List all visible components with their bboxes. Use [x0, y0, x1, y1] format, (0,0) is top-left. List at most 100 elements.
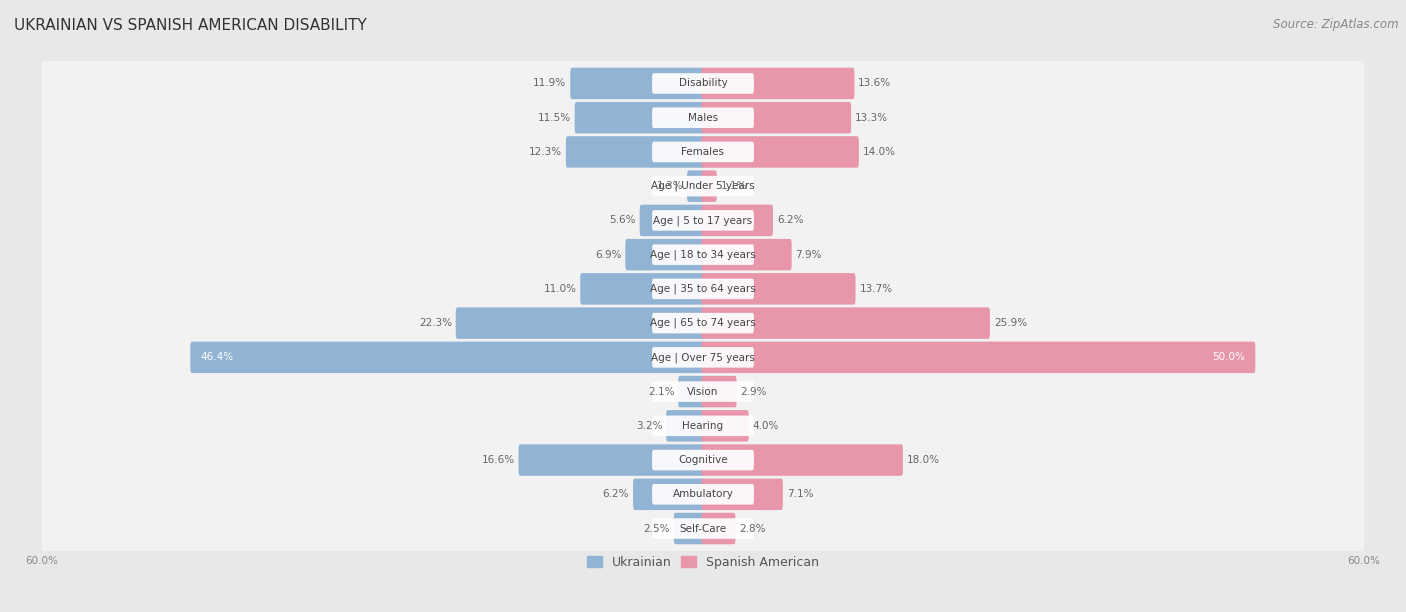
- FancyBboxPatch shape: [702, 479, 783, 510]
- Text: 1.1%: 1.1%: [721, 181, 747, 191]
- FancyBboxPatch shape: [456, 307, 704, 339]
- FancyBboxPatch shape: [652, 244, 754, 265]
- FancyBboxPatch shape: [652, 347, 754, 368]
- FancyBboxPatch shape: [702, 239, 792, 271]
- Text: 2.1%: 2.1%: [648, 387, 675, 397]
- Text: 1.3%: 1.3%: [657, 181, 683, 191]
- FancyBboxPatch shape: [702, 444, 903, 476]
- FancyBboxPatch shape: [39, 365, 1367, 417]
- FancyBboxPatch shape: [652, 141, 754, 162]
- FancyBboxPatch shape: [575, 102, 704, 133]
- Text: 6.2%: 6.2%: [603, 490, 630, 499]
- FancyBboxPatch shape: [571, 68, 704, 99]
- Text: 6.2%: 6.2%: [776, 215, 803, 225]
- FancyBboxPatch shape: [702, 410, 749, 442]
- FancyBboxPatch shape: [702, 376, 737, 408]
- Text: 12.3%: 12.3%: [529, 147, 562, 157]
- Text: Disability: Disability: [679, 78, 727, 89]
- Text: 16.6%: 16.6%: [481, 455, 515, 465]
- FancyBboxPatch shape: [39, 92, 1367, 144]
- FancyBboxPatch shape: [702, 136, 859, 168]
- FancyBboxPatch shape: [673, 513, 704, 544]
- Text: 2.9%: 2.9%: [741, 387, 766, 397]
- FancyBboxPatch shape: [640, 204, 704, 236]
- FancyBboxPatch shape: [652, 313, 754, 334]
- FancyBboxPatch shape: [652, 278, 754, 299]
- Legend: Ukrainian, Spanish American: Ukrainian, Spanish American: [582, 551, 824, 574]
- FancyBboxPatch shape: [39, 160, 1367, 212]
- Text: Age | 65 to 74 years: Age | 65 to 74 years: [650, 318, 756, 329]
- FancyBboxPatch shape: [702, 513, 735, 544]
- FancyBboxPatch shape: [39, 468, 1367, 520]
- FancyBboxPatch shape: [39, 229, 1367, 281]
- FancyBboxPatch shape: [702, 170, 717, 202]
- Text: 11.5%: 11.5%: [537, 113, 571, 122]
- FancyBboxPatch shape: [519, 444, 704, 476]
- FancyBboxPatch shape: [190, 341, 704, 373]
- Text: Age | Under 5 years: Age | Under 5 years: [651, 181, 755, 192]
- FancyBboxPatch shape: [652, 210, 754, 231]
- FancyBboxPatch shape: [652, 484, 754, 504]
- FancyBboxPatch shape: [702, 307, 990, 339]
- FancyBboxPatch shape: [39, 58, 1367, 110]
- FancyBboxPatch shape: [652, 176, 754, 196]
- Text: 14.0%: 14.0%: [863, 147, 896, 157]
- Text: 13.7%: 13.7%: [859, 284, 893, 294]
- FancyBboxPatch shape: [702, 341, 1256, 373]
- FancyBboxPatch shape: [688, 170, 704, 202]
- Text: 5.6%: 5.6%: [609, 215, 636, 225]
- Text: Self-Care: Self-Care: [679, 523, 727, 534]
- FancyBboxPatch shape: [652, 518, 754, 539]
- Text: 2.8%: 2.8%: [740, 523, 766, 534]
- FancyBboxPatch shape: [565, 136, 704, 168]
- FancyBboxPatch shape: [702, 204, 773, 236]
- FancyBboxPatch shape: [652, 73, 754, 94]
- FancyBboxPatch shape: [652, 450, 754, 471]
- Text: 6.9%: 6.9%: [595, 250, 621, 259]
- Text: Age | Over 75 years: Age | Over 75 years: [651, 352, 755, 362]
- Text: Source: ZipAtlas.com: Source: ZipAtlas.com: [1274, 18, 1399, 31]
- Text: Age | 18 to 34 years: Age | 18 to 34 years: [650, 250, 756, 260]
- FancyBboxPatch shape: [652, 381, 754, 402]
- Text: Males: Males: [688, 113, 718, 122]
- FancyBboxPatch shape: [666, 410, 704, 442]
- Text: Hearing: Hearing: [682, 421, 724, 431]
- Text: Ambulatory: Ambulatory: [672, 490, 734, 499]
- FancyBboxPatch shape: [652, 108, 754, 128]
- Text: Age | 5 to 17 years: Age | 5 to 17 years: [654, 215, 752, 226]
- Text: Cognitive: Cognitive: [678, 455, 728, 465]
- FancyBboxPatch shape: [626, 239, 704, 271]
- Text: 46.4%: 46.4%: [201, 353, 233, 362]
- Text: Females: Females: [682, 147, 724, 157]
- Text: 11.9%: 11.9%: [533, 78, 567, 89]
- FancyBboxPatch shape: [652, 416, 754, 436]
- Text: Age | 35 to 64 years: Age | 35 to 64 years: [650, 283, 756, 294]
- FancyBboxPatch shape: [39, 263, 1367, 315]
- FancyBboxPatch shape: [39, 297, 1367, 349]
- FancyBboxPatch shape: [39, 400, 1367, 452]
- FancyBboxPatch shape: [39, 434, 1367, 486]
- Text: UKRAINIAN VS SPANISH AMERICAN DISABILITY: UKRAINIAN VS SPANISH AMERICAN DISABILITY: [14, 18, 367, 34]
- FancyBboxPatch shape: [678, 376, 704, 408]
- Text: 2.5%: 2.5%: [644, 523, 669, 534]
- Text: 50.0%: 50.0%: [1212, 353, 1244, 362]
- FancyBboxPatch shape: [39, 331, 1367, 383]
- Text: 7.9%: 7.9%: [796, 250, 823, 259]
- FancyBboxPatch shape: [39, 502, 1367, 554]
- Text: 13.6%: 13.6%: [858, 78, 891, 89]
- FancyBboxPatch shape: [39, 126, 1367, 178]
- Text: 7.1%: 7.1%: [787, 490, 813, 499]
- FancyBboxPatch shape: [702, 68, 855, 99]
- Text: 3.2%: 3.2%: [636, 421, 662, 431]
- Text: 22.3%: 22.3%: [419, 318, 451, 328]
- Text: 18.0%: 18.0%: [907, 455, 939, 465]
- FancyBboxPatch shape: [702, 102, 851, 133]
- Text: 13.3%: 13.3%: [855, 113, 889, 122]
- FancyBboxPatch shape: [581, 273, 704, 305]
- FancyBboxPatch shape: [702, 273, 855, 305]
- FancyBboxPatch shape: [39, 195, 1367, 247]
- FancyBboxPatch shape: [633, 479, 704, 510]
- Text: 25.9%: 25.9%: [994, 318, 1026, 328]
- Text: 11.0%: 11.0%: [543, 284, 576, 294]
- Text: 4.0%: 4.0%: [752, 421, 779, 431]
